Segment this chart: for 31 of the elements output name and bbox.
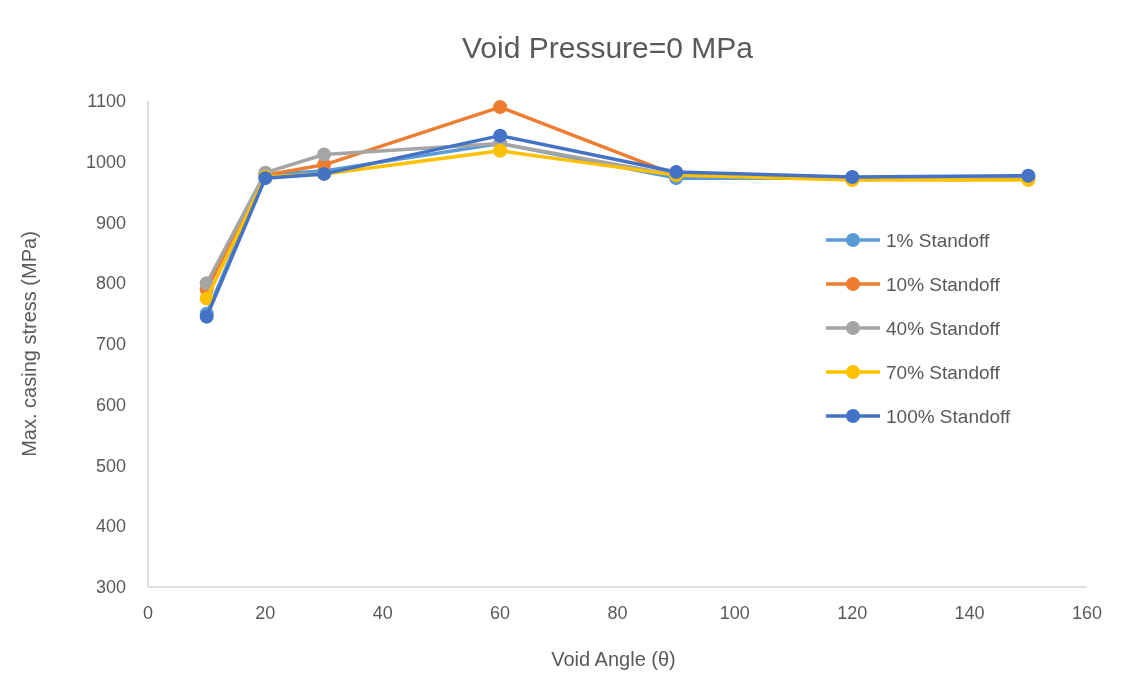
- x-tick-label: 40: [372, 603, 393, 623]
- legend-label: 1% Standoff: [886, 230, 990, 251]
- y-tick-label: 900: [95, 212, 126, 233]
- y-tick-label: 700: [95, 334, 126, 354]
- y-tick-label: 1000: [85, 151, 126, 172]
- x-tick-label: 100: [719, 603, 750, 623]
- legend-label: 70% Standoff: [886, 362, 1001, 383]
- legend-label: 100% Standoff: [886, 406, 1012, 427]
- y-tick-label: 1100: [87, 91, 126, 111]
- chart-title: Void Pressure=0 MPa: [462, 31, 754, 64]
- x-axis-title: Void Angle (θ): [551, 648, 676, 670]
- legend-label: 10% Standoff: [886, 274, 1001, 295]
- x-tick-label: 20: [255, 603, 276, 623]
- x-tick-label: 160: [1071, 603, 1103, 623]
- point: [493, 128, 508, 143]
- x-tick-label: 0: [142, 603, 154, 623]
- x-tick-label: 140: [954, 603, 985, 623]
- legend-label: 40% Standoff: [886, 318, 1001, 339]
- y-tick-label: 600: [95, 394, 126, 415]
- point: [199, 291, 214, 306]
- x-tick-label: 60: [490, 603, 511, 623]
- y-axis-title: Max. casing stress (MPa): [18, 231, 40, 457]
- y-tick-label: 500: [95, 455, 126, 476]
- y-tick-label: 800: [95, 273, 126, 294]
- point: [493, 143, 508, 158]
- point: [493, 100, 508, 115]
- y-tick-label: 400: [95, 516, 126, 537]
- y-tick-label: 300: [95, 577, 126, 597]
- point: [317, 147, 332, 162]
- x-tick-label: 80: [607, 603, 628, 623]
- x-tick-label: 120: [837, 603, 868, 623]
